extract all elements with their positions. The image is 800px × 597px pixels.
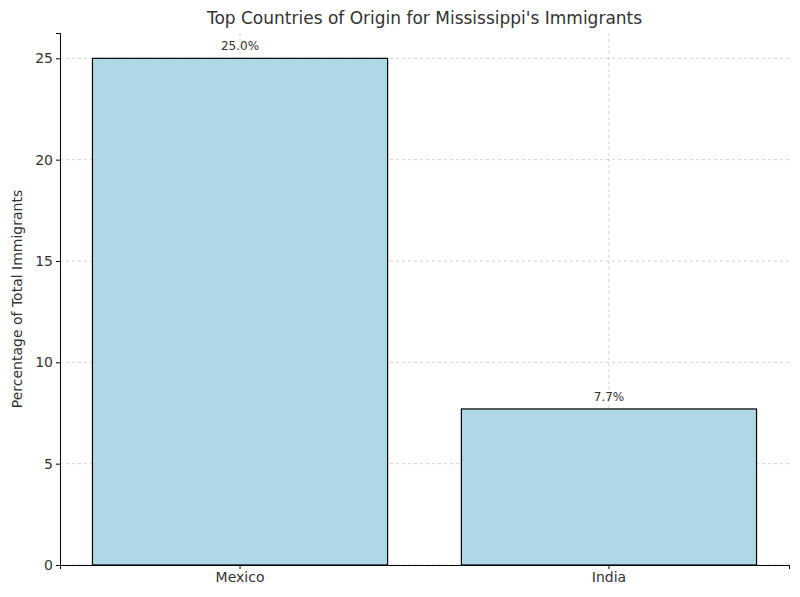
data-label: 25.0% <box>221 39 259 53</box>
bars <box>92 58 756 565</box>
y-tick-mark <box>56 58 60 59</box>
y-tick-mark <box>56 160 60 161</box>
y-tick-mark <box>56 362 60 363</box>
x-tick: India <box>592 565 626 585</box>
y-tick: 20 <box>35 152 60 168</box>
grid <box>60 33 789 565</box>
y-tick-mark <box>56 464 60 465</box>
y-tick-label: 0 <box>44 557 53 573</box>
x-axis: Mexico India <box>61 565 790 585</box>
y-tick-label: 10 <box>35 354 53 370</box>
y-tick: 0 <box>44 557 60 573</box>
x-tick-label: India <box>592 569 626 585</box>
data-labels: 25.0% 7.7% <box>221 39 624 404</box>
data-label: 7.7% <box>594 390 625 404</box>
y-tick-mark <box>56 565 60 566</box>
y-tick-label: 20 <box>35 152 53 168</box>
y-tick: 25 <box>35 50 60 66</box>
y-axis: 0 5 10 15 20 25 <box>35 34 60 573</box>
y-axis-line <box>56 34 61 566</box>
y-axis-title: Percentage of Total Immigrants <box>9 190 25 408</box>
x-tick: Mexico <box>216 565 265 585</box>
x-tick-label: Mexico <box>216 569 265 585</box>
bar <box>461 409 756 565</box>
x-axis-line <box>61 566 790 570</box>
y-tick-label: 25 <box>35 50 53 66</box>
y-tick-label: 5 <box>44 456 53 472</box>
y-tick: 5 <box>44 456 60 472</box>
y-tick-label: 15 <box>35 253 53 269</box>
y-tick: 10 <box>35 354 60 370</box>
y-tick-mark <box>56 261 60 262</box>
chart: 25.0% 7.7% 0 5 10 15 20 25 Mexico India Top Countr… <box>0 0 800 597</box>
title: Top Countries of Origin for Mississippi'… <box>206 8 642 28</box>
plot-area: 25.0% 7.7% 0 5 10 15 20 25 Mexico India <box>35 33 789 585</box>
y-tick: 15 <box>35 253 60 269</box>
bar <box>92 58 387 565</box>
